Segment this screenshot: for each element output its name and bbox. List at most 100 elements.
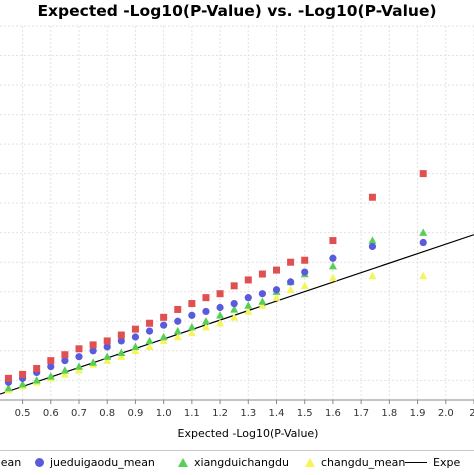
point-xiangduichangdu: [117, 348, 126, 356]
legend-item-expected: Expe: [405, 456, 460, 469]
point-mean: [131, 325, 139, 333]
point-jueduigaodu-mean: [419, 238, 427, 247]
point-changdu-mean: [201, 322, 210, 331]
legend-label-mean: mean: [0, 456, 22, 469]
point-xiangduichangdu: [187, 322, 196, 331]
point-jueduigaodu-mean: [287, 278, 295, 286]
point-mean: [174, 305, 182, 313]
point-jueduigaodu-mean: [131, 333, 140, 341]
x-tick-label: 1.8: [381, 408, 397, 419]
legend-triangle-icon: [305, 458, 315, 467]
point-changdu-mean: [272, 293, 281, 301]
point-xiangduichangdu: [75, 362, 83, 370]
point-jueduigaodu-mean: [216, 303, 224, 312]
point-mean: [146, 319, 154, 327]
legend-label-expected: Expe: [433, 456, 461, 469]
point-mean: [33, 365, 41, 373]
point-changdu-mean: [117, 352, 126, 360]
point-jueduigaodu-mean: [202, 307, 210, 316]
point-changdu-mean: [145, 342, 154, 351]
legend-item-mean: mean: [0, 456, 21, 469]
point-mean: [61, 351, 69, 359]
point-jueduigaodu-mean: [160, 321, 168, 329]
point-xiangduichangdu: [173, 326, 182, 335]
point-mean: [89, 341, 97, 349]
point-xiangduichangdu: [32, 376, 41, 384]
point-xiangduichangdu: [89, 358, 98, 366]
point-changdu-mean: [75, 366, 83, 374]
point-changdu-mean: [244, 307, 253, 315]
x-tick-label: 0.7: [71, 408, 87, 419]
point-mean: [368, 193, 376, 201]
point-xiangduichangdu: [60, 366, 69, 374]
point-xiangduichangdu: [4, 383, 13, 392]
point-mean: [244, 276, 252, 284]
x-tick-label: 1.2: [212, 408, 228, 419]
point-xiangduichangdu: [328, 261, 337, 270]
point-xiangduichangdu: [230, 305, 239, 313]
x-tick-label: 0.9: [127, 408, 143, 419]
x-tick-label: 1.3: [240, 408, 256, 419]
point-jueduigaodu-mean: [272, 286, 281, 294]
x-tick-label: 2.0: [438, 408, 454, 419]
point-jueduigaodu-mean: [75, 353, 83, 361]
legend-item-changdu: changdu_mean: [305, 456, 405, 469]
point-jueduigaodu-mean: [89, 347, 97, 355]
point-mean: [216, 290, 224, 298]
point-mean: [329, 237, 337, 245]
plot-background: [0, 26, 474, 400]
point-jueduigaodu-mean: [368, 242, 377, 251]
point-mean: [75, 345, 83, 353]
point-xiangduichangdu: [368, 236, 377, 244]
x-tick-label: 0.8: [99, 408, 115, 419]
point-xiangduichangdu: [145, 336, 154, 345]
point-xiangduichangdu: [258, 297, 267, 305]
point-changdu-mean: [131, 346, 140, 354]
x-tick-label: 1.6: [325, 408, 341, 419]
point-xiangduichangdu: [103, 352, 112, 360]
point-xiangduichangdu: [419, 228, 428, 236]
point-xiangduichangdu: [18, 380, 27, 388]
point-changdu-mean: [230, 313, 239, 321]
point-mean: [202, 294, 210, 302]
x-tick-label: 0.6: [43, 408, 59, 419]
point-mean: [19, 370, 27, 378]
legend: mean jueduigaodu_mean xiangduichangdu ch…: [0, 450, 474, 475]
point-jueduigaodu-mean: [47, 362, 55, 371]
x-tick-label: 1.7: [353, 408, 369, 419]
point-jueduigaodu-mean: [244, 294, 252, 302]
legend-label-xiangduichangdu: xiangduichangdu: [194, 456, 289, 469]
point-mean: [188, 300, 196, 308]
point-xiangduichangdu: [216, 311, 225, 319]
x-tick-label: 1.1: [184, 408, 200, 419]
point-changdu-mean: [173, 332, 182, 341]
point-mean: [103, 337, 111, 345]
point-changdu-mean: [419, 271, 428, 280]
point-mean: [273, 266, 280, 274]
point-xiangduichangdu: [201, 317, 210, 325]
point-mean: [47, 357, 55, 365]
point-jueduigaodu-mean: [258, 290, 266, 298]
point-changdu-mean: [328, 273, 337, 282]
point-changdu-mean: [103, 356, 112, 364]
legend-item-xiangduichangdu: xiangduichangdu: [178, 456, 289, 469]
point-mean: [117, 331, 125, 339]
legend-item-jueduigaodu: jueduigaodu_mean: [35, 456, 155, 469]
point-mean: [258, 270, 266, 278]
point-changdu-mean: [368, 271, 377, 280]
x-axis-label: Expected -Log10(P-Value): [178, 427, 319, 440]
legend-line-icon: [405, 462, 427, 463]
point-mean: [4, 374, 12, 382]
point-xiangduichangdu: [46, 372, 55, 380]
point-changdu-mean: [187, 328, 196, 337]
point-changdu-mean: [258, 301, 267, 309]
point-jueduigaodu-mean: [103, 343, 111, 351]
point-jueduigaodu-mean: [230, 299, 238, 308]
x-axis: 0.5 0.6 0.7 0.8 0.9 1.0 1.1 1.2 1.3 1.4 1.5 1.6 1.7 1…: [0, 399, 474, 419]
point-changdu-mean: [300, 281, 309, 290]
data-marks: [0, 170, 474, 395]
point-mean: [230, 282, 238, 290]
x-tick-label: 2.: [469, 408, 474, 419]
point-mean: [160, 313, 168, 321]
point-xiangduichangdu: [131, 342, 140, 351]
